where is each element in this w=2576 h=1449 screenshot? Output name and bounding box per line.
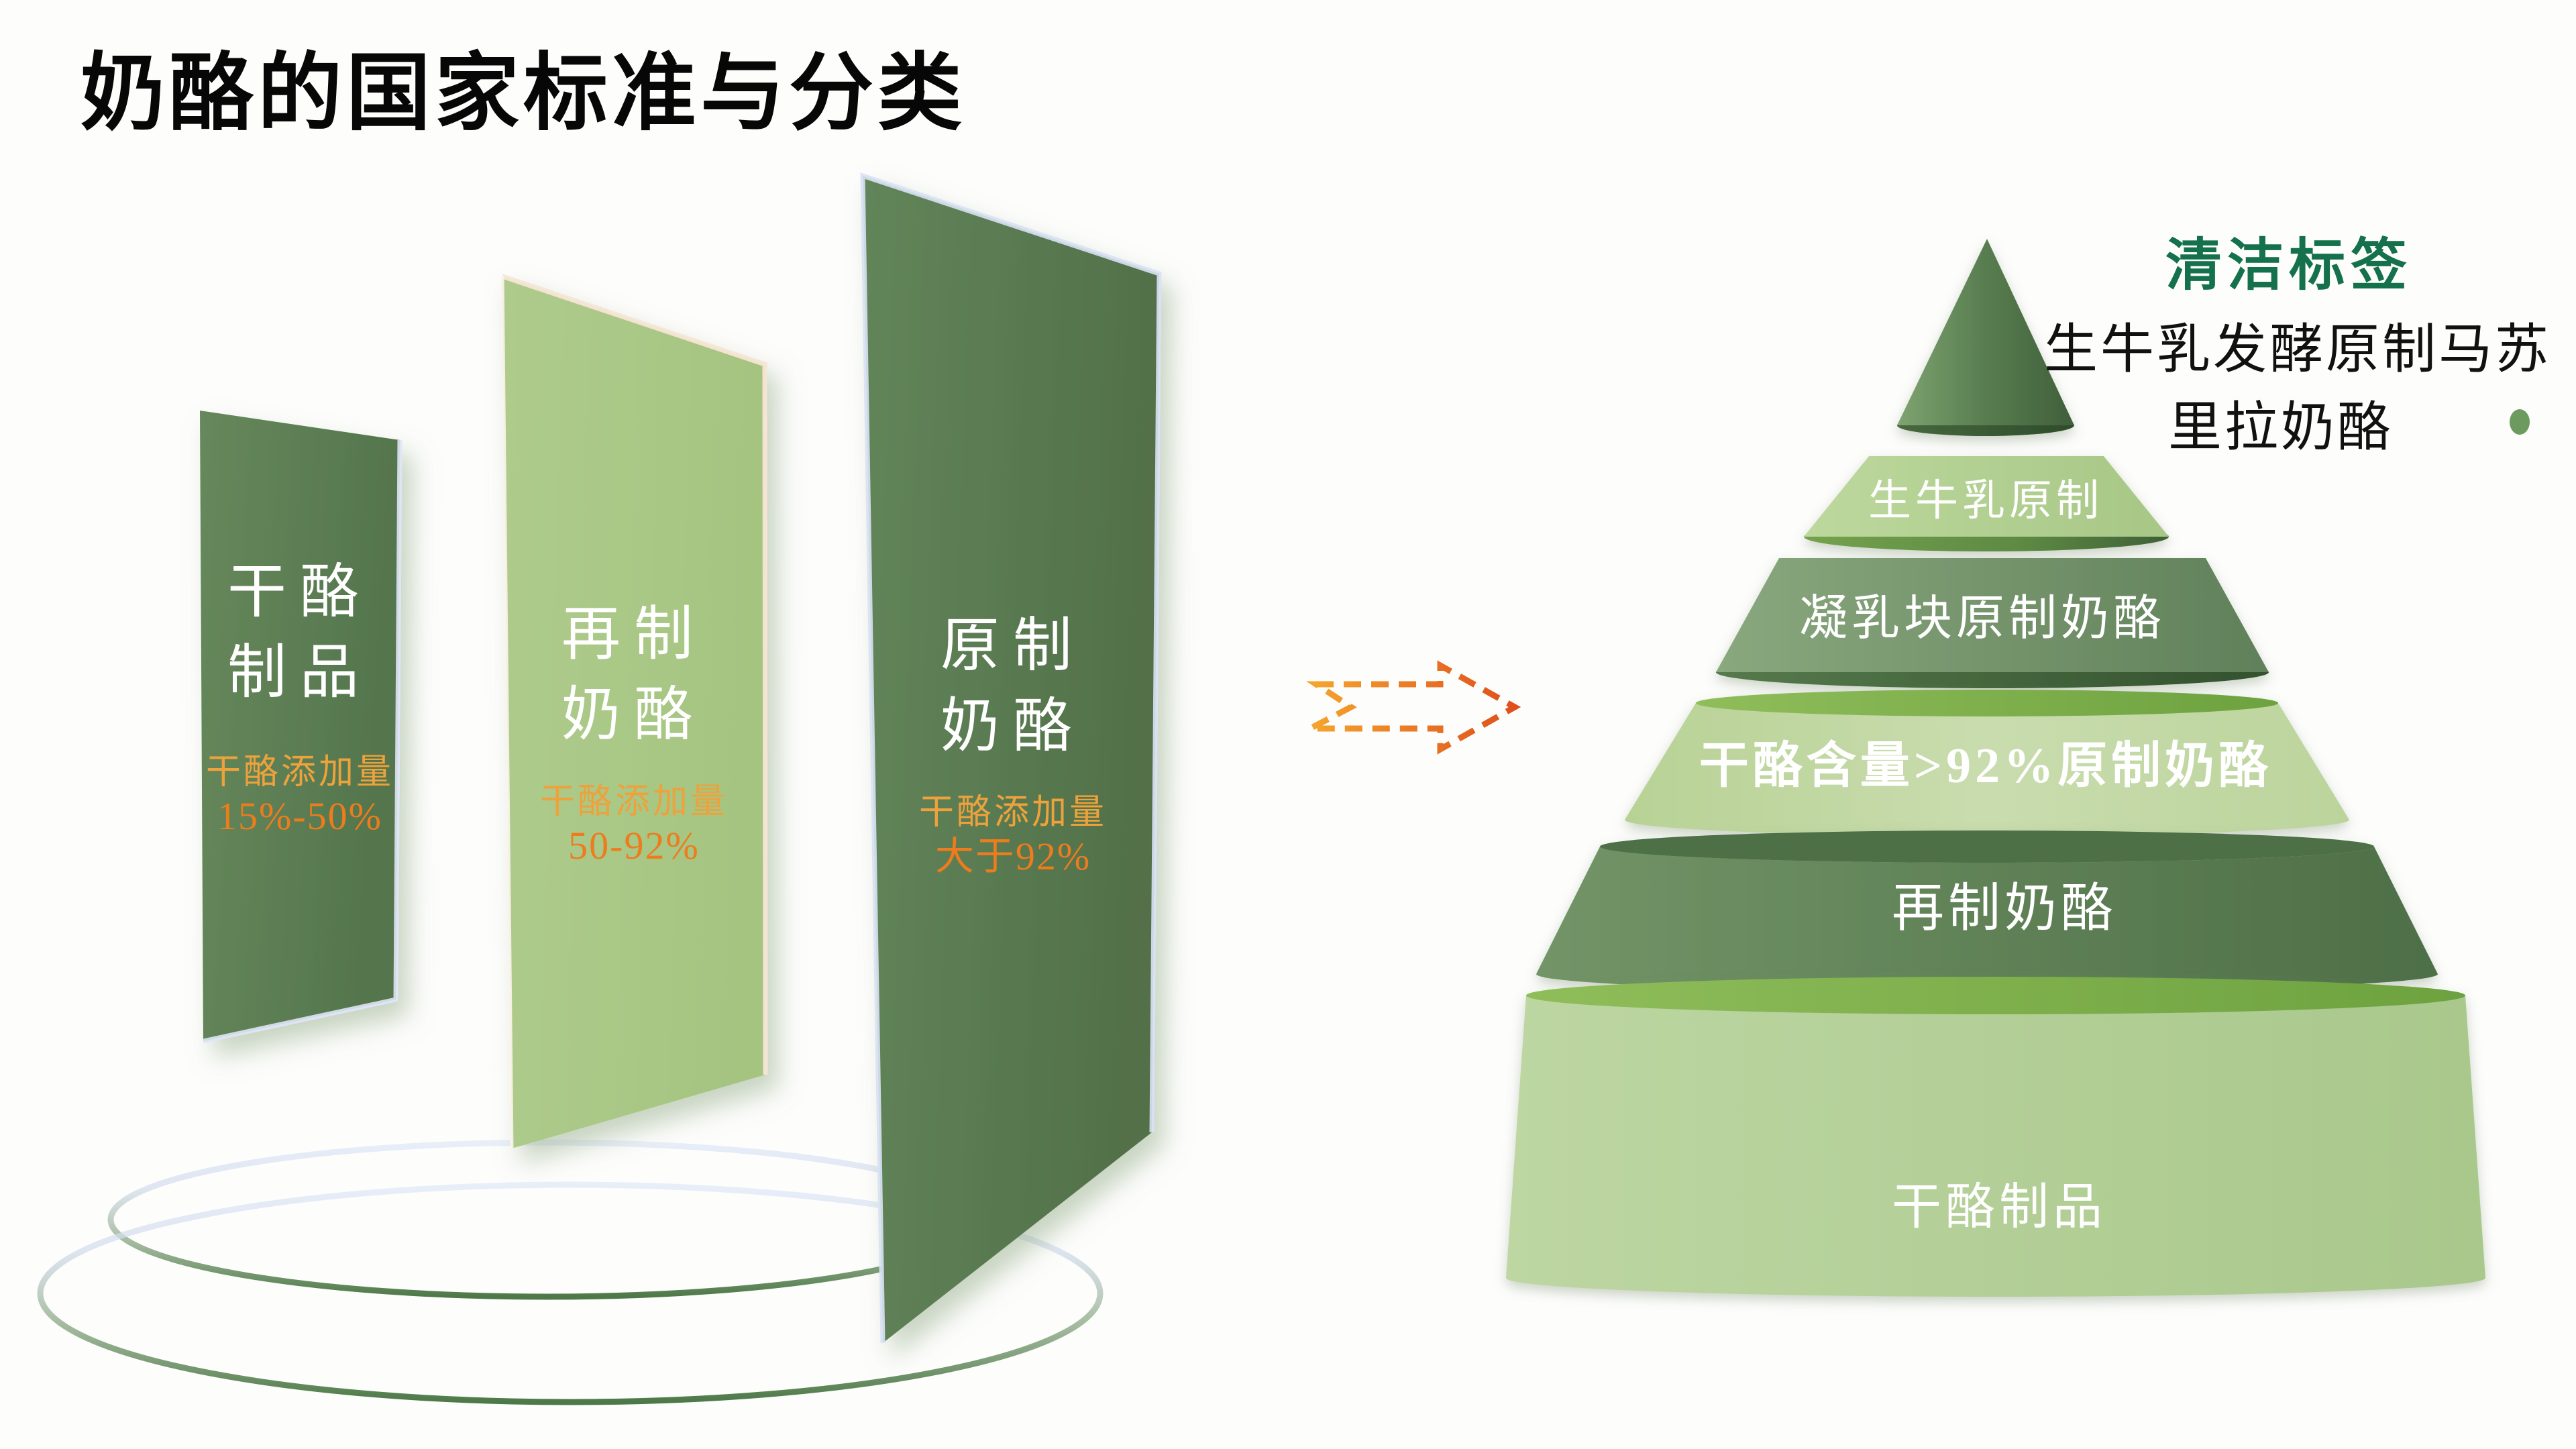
level-face — [1536, 847, 2438, 991]
panel-natural-cheese-slab — [863, 176, 1159, 1343]
pyramid-level-raw-milk: 生牛乳原制 — [1804, 456, 2169, 551]
cone-face — [1897, 239, 2074, 425]
pyramid-level-92pct: 干酪含量>92%原制奶酪 — [1625, 690, 2349, 836]
clean-label-callout: 清洁标签 生牛乳发酵原制马苏 里拉奶酪 — [2044, 235, 2551, 458]
level-face — [1716, 558, 2269, 672]
level-label: 干酪含量>92%原制奶酪 — [1699, 739, 2272, 794]
level-top-lens — [1526, 977, 2465, 1014]
pyramid-level-products: 干酪制品 — [1506, 977, 2485, 1297]
panel-cheese-products: 干酪 制品 干酪添加量 15%-50% — [200, 411, 402, 1044]
level-face — [1506, 996, 2485, 1297]
level-face — [1804, 456, 2169, 537]
pyramid-top-cone — [1897, 239, 2074, 436]
page-title: 奶酪的国家标准与分类 — [80, 48, 966, 141]
panel-edge-highlight — [500, 276, 514, 1149]
panel2-note-line2: 50-92% — [568, 824, 700, 867]
callout-body-line1: 生牛乳发酵原制马苏 — [2044, 321, 2551, 380]
panel1-note-line1: 干酪添加量 — [206, 753, 394, 792]
platform-ring-outer — [37, 1181, 1104, 1405]
panel1-name-line2: 制品 — [227, 641, 372, 706]
panel-edge-highlight — [203, 439, 402, 1044]
panel-edge-highlight — [860, 172, 1162, 1344]
pyramid-level-curd: 凝乳块原制奶酪 — [1716, 558, 2269, 688]
transition-arrow — [1305, 660, 1521, 755]
level-label: 再制奶酪 — [1892, 879, 2117, 937]
level-label: 生牛乳原制 — [1868, 477, 2103, 525]
callout-body-line2: 里拉奶酪 — [2168, 398, 2394, 458]
panel1-note-line2: 15%-50% — [217, 794, 382, 838]
level-label: 凝乳块原制奶酪 — [1799, 592, 2165, 645]
panel2-name-line1: 再制 — [561, 602, 706, 667]
panel-edge-highlight — [501, 274, 768, 1075]
panel2-name-line2: 奶酪 — [561, 683, 706, 748]
panel-processed-cheese: 再制 奶酪 干酪添加量 50-92% — [500, 274, 768, 1149]
platform-ring-inner — [107, 1139, 986, 1300]
pyramid-diagram: 清洁标签 生牛乳发酵原制马苏 里拉奶酪 生牛乳原制 凝乳块原制奶酪 干酪含量>9… — [1506, 235, 2551, 1297]
callout-heading: 清洁标签 — [2165, 235, 2412, 297]
panel1-name-line1: 干酪 — [227, 560, 372, 625]
panel2-note-line1: 干酪添加量 — [540, 783, 728, 821]
level-top-lens — [1600, 830, 2374, 863]
level-top-lens — [1696, 690, 2278, 716]
level-label: 干酪制品 — [1892, 1180, 2106, 1235]
panel-processed-cheese-slab — [502, 276, 765, 1148]
callout-pointer-dot — [2510, 409, 2530, 435]
panel3-name-line1: 原制 — [941, 614, 1085, 679]
panel3-name-line2: 奶酪 — [941, 694, 1085, 759]
panel-natural-cheese: 原制 奶酪 干酪添加量 大于92% — [860, 172, 1162, 1344]
panel3-note-line1: 干酪添加量 — [919, 794, 1107, 832]
level-face — [1625, 703, 2349, 836]
dashed-right-arrow-icon — [1305, 660, 1521, 755]
panel-cheese-products-slab — [200, 411, 400, 1041]
pyramid-level-processed: 再制奶酪 — [1536, 830, 2438, 991]
panel3-note-line2: 大于92% — [935, 835, 1091, 878]
